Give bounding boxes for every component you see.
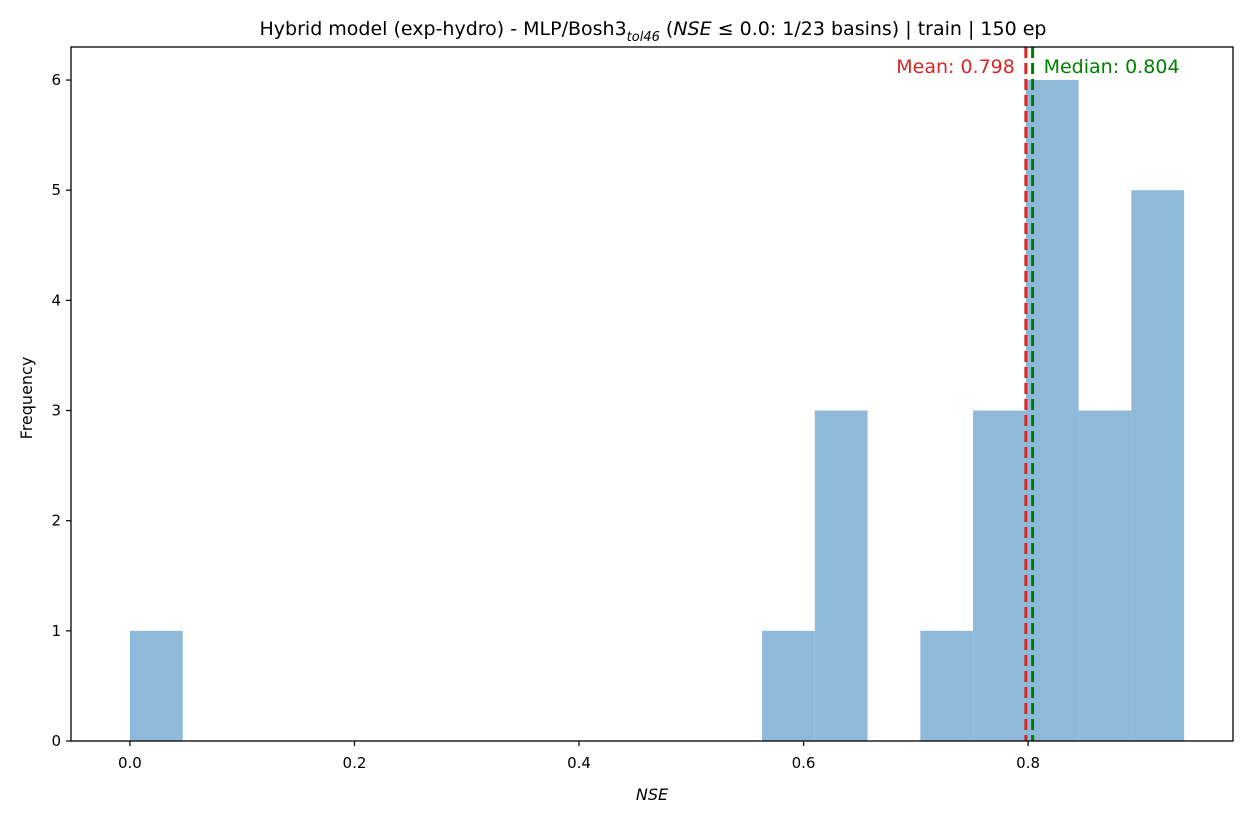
- x-tick-label: 0.8: [1016, 754, 1040, 772]
- histogram-bar-3: [814, 410, 868, 741]
- histogram-bar-1: [129, 630, 183, 741]
- histogram-bar-7: [1078, 410, 1132, 741]
- y-axis-label: Frequency: [17, 357, 36, 440]
- chart-title: Hybrid model (exp-hydro) - MLP/Bosh3tol4…: [260, 18, 1047, 45]
- mean-annotation: Mean: 0.798: [896, 56, 1015, 78]
- plot-frame: [70, 46, 1234, 742]
- histogram-bar-5: [973, 410, 1026, 741]
- histogram-bar-4: [920, 630, 974, 741]
- x-axis-ticks: 0.0 0.2 0.4 0.6 0.8: [118, 741, 1040, 772]
- histogram-bar-2: [762, 630, 815, 741]
- y-axis-ticks: 0 1 2 3 4 5 6: [51, 71, 71, 750]
- y-tick-label: 4: [51, 291, 61, 309]
- x-tick-label: 0.0: [118, 754, 142, 772]
- x-tick-label: 0.2: [343, 754, 367, 772]
- x-axis-label: NSE: [636, 785, 669, 804]
- y-tick-label: 5: [51, 181, 61, 199]
- x-tick-label: 0.6: [792, 754, 816, 772]
- x-tick-label: 0.4: [567, 754, 591, 772]
- y-tick-label: 1: [51, 622, 61, 640]
- y-tick-label: 0: [51, 732, 61, 750]
- y-tick-label: 3: [51, 402, 61, 420]
- histogram-bar-6: [1025, 80, 1079, 742]
- y-tick-label: 2: [51, 512, 61, 530]
- histogram-bars: [129, 80, 1185, 742]
- median-annotation: Median: 0.804: [1044, 56, 1180, 78]
- histogram-bar-8: [1131, 190, 1185, 741]
- reference-lines: [1024, 47, 1035, 741]
- y-tick-label: 6: [51, 71, 61, 89]
